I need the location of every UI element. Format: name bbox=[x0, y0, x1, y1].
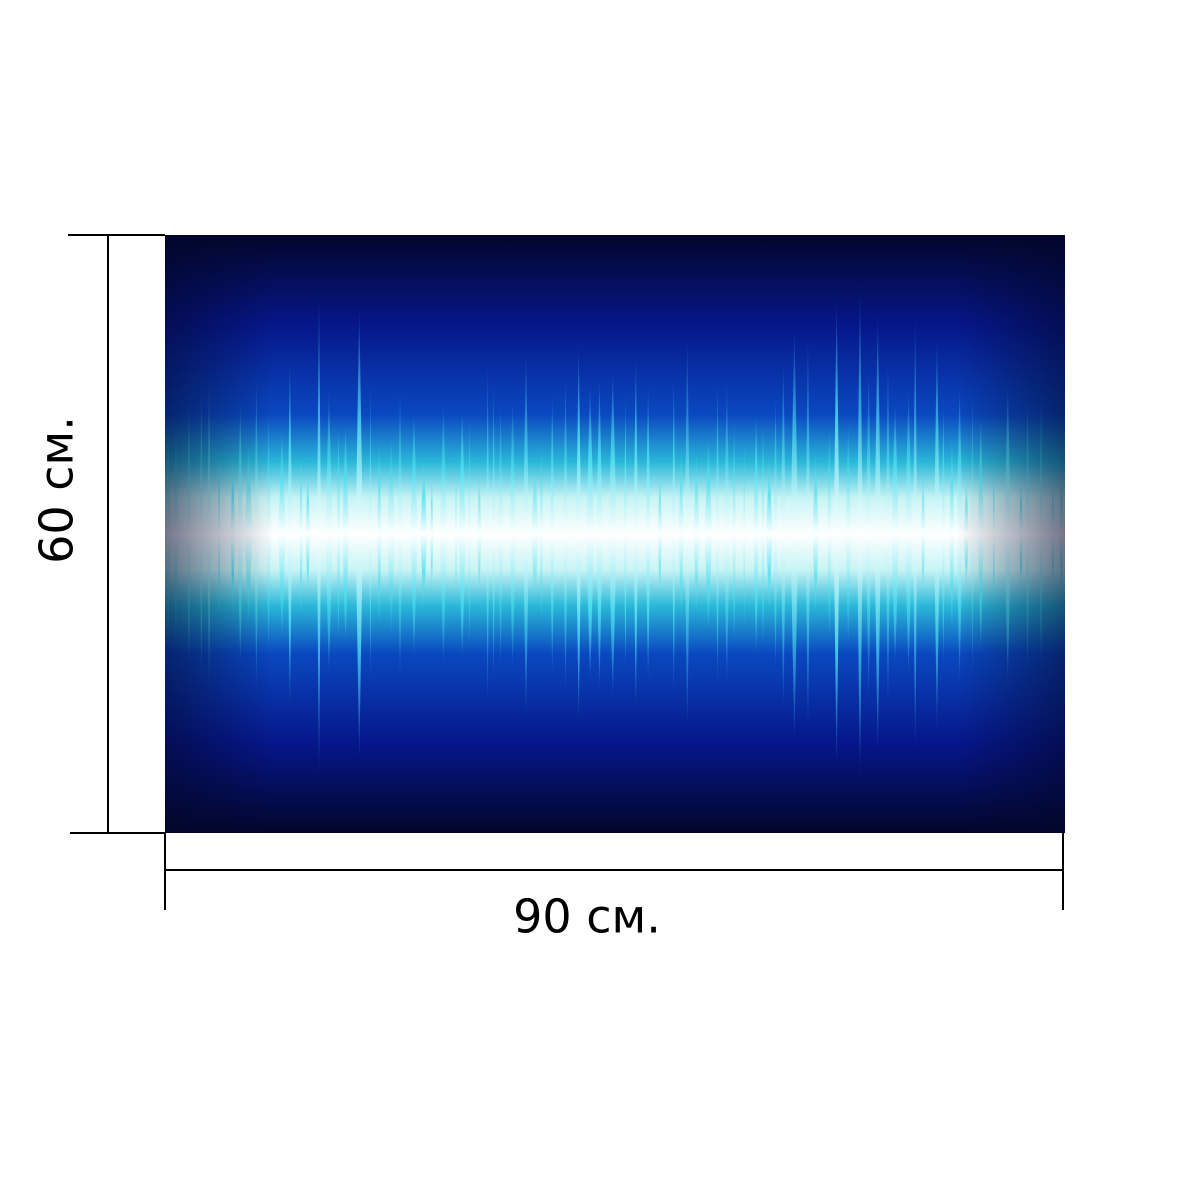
wave-image bbox=[165, 235, 1065, 833]
height-label: 60 см. bbox=[30, 416, 84, 564]
vignette bbox=[165, 235, 1065, 833]
width-label: 90 см. bbox=[513, 890, 661, 944]
